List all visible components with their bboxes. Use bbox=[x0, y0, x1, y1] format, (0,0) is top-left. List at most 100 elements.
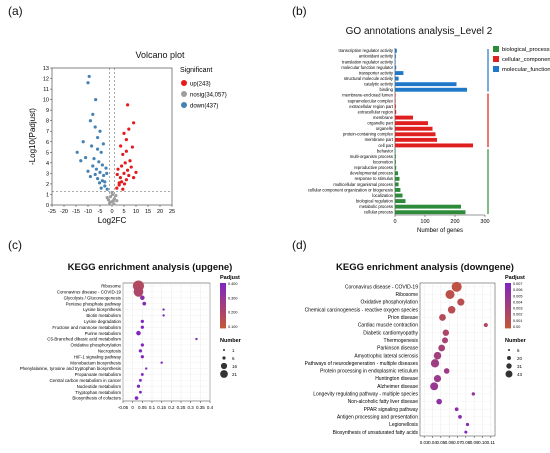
go-bar-label: extracellular region bbox=[358, 109, 394, 114]
go-x-tick-label: 0 bbox=[393, 219, 396, 225]
volcano-point bbox=[123, 161, 127, 165]
kegg-up-colorbar-seg bbox=[220, 305, 226, 309]
go-bar bbox=[395, 104, 396, 109]
y-tick-label: 5 bbox=[46, 150, 49, 156]
go-bar bbox=[395, 93, 396, 98]
kegg-up-colorbar-seg bbox=[220, 307, 226, 311]
kegg-down-term-label: Prion disease bbox=[388, 315, 419, 321]
y-tick-label: 13 bbox=[43, 66, 49, 72]
kegg-up-size-dot bbox=[220, 370, 228, 378]
volcano-point bbox=[105, 196, 109, 200]
kegg-up-plot-frame bbox=[122, 282, 211, 402]
kegg-down-size-label: 43 bbox=[517, 372, 523, 377]
y-tick-label: 6 bbox=[46, 140, 49, 146]
kegg-down-colorbar-tick: 0.005 bbox=[513, 294, 523, 298]
volcano-point bbox=[122, 182, 127, 186]
go-bar-label: cellular process bbox=[364, 210, 393, 215]
go-bar-label: locomotion bbox=[373, 160, 394, 165]
kegg-down-dot bbox=[447, 306, 456, 314]
go-bar-label: antioxidant activity bbox=[359, 54, 394, 59]
y-tick-label: 11 bbox=[43, 87, 49, 93]
volcano-point bbox=[81, 140, 85, 144]
kegg-up-dot bbox=[195, 337, 198, 341]
kegg-up-term-label: Monobactam biosynthesis bbox=[70, 360, 122, 365]
kegg-down-size-label: 20 bbox=[517, 356, 523, 361]
go-bar-label: translation regulator activity bbox=[342, 59, 394, 64]
kegg-down-term-label: Huntington disease bbox=[375, 376, 418, 382]
volcano-point bbox=[121, 187, 125, 191]
kegg-down-colorbar-seg bbox=[505, 285, 511, 288]
volcano-point bbox=[98, 129, 102, 133]
y-axis-label: -Log10(Padjust) bbox=[28, 108, 37, 165]
kegg-up-colorbar-seg bbox=[220, 289, 226, 293]
kegg-down-x-tick-label: 0.06 bbox=[445, 440, 454, 445]
kegg-down-size-dot bbox=[506, 363, 512, 369]
volcano-point bbox=[126, 103, 130, 107]
x-tick-label: -5 bbox=[98, 209, 103, 215]
kegg-down-colorbar-tick: 0.00 bbox=[513, 325, 520, 329]
legend-label: down(437) bbox=[190, 104, 218, 110]
x-tick-label: -20 bbox=[60, 209, 68, 215]
x-tick-label: 10 bbox=[133, 209, 139, 215]
go-legend-label: molecular_function bbox=[502, 67, 550, 73]
kegg-up-colorbar-tick: 0.400 bbox=[228, 282, 238, 286]
kegg-up-term-label: Purine metabolism bbox=[85, 331, 122, 336]
kegg-down-colorbar-seg bbox=[505, 310, 511, 313]
kegg-down-dot bbox=[430, 359, 440, 368]
volcano-point bbox=[126, 168, 130, 172]
kegg-up-colorbar-seg bbox=[220, 294, 226, 297]
volcano-point bbox=[97, 160, 101, 164]
volcano-point bbox=[75, 150, 79, 154]
kegg-up-dot bbox=[140, 373, 144, 376]
go-bar bbox=[395, 204, 461, 209]
go-bar-label: cell part bbox=[378, 143, 393, 148]
kegg-down-colorbar-seg bbox=[505, 312, 511, 315]
volcano-point bbox=[96, 135, 100, 140]
go-bar-label: protein-containing complex bbox=[343, 132, 394, 137]
go-bar bbox=[395, 132, 436, 137]
kegg-down-dot bbox=[451, 281, 462, 292]
kegg-up-dot bbox=[162, 314, 165, 317]
volcano-point bbox=[101, 142, 105, 146]
kegg-down-dot bbox=[471, 392, 476, 396]
go-bar-label: structural molecule activity bbox=[344, 76, 394, 81]
go-bar-label: transcription regulator activity bbox=[339, 48, 394, 53]
kegg-up-dot bbox=[145, 367, 148, 370]
kegg-down-colorbar-seg bbox=[505, 303, 511, 306]
kegg-down-colorbar-tick: 0.006 bbox=[513, 288, 523, 292]
legend-dot bbox=[181, 91, 187, 97]
go-bar bbox=[395, 188, 401, 192]
kegg-down-term-label: Cardiac muscle contraction bbox=[358, 323, 419, 329]
kegg-down-colorbar-seg bbox=[505, 305, 511, 309]
volcano-point bbox=[97, 181, 102, 185]
y-tick-label: 4 bbox=[46, 161, 49, 167]
kegg-up-size-label: 1 bbox=[232, 348, 235, 353]
kegg-up-term-label: Phenylalanine, tyrosine and tryptophan b… bbox=[20, 366, 122, 371]
kegg-down-colorbar-tick: 0.001 bbox=[513, 319, 523, 323]
legend-label: nosig(34,057) bbox=[190, 93, 227, 99]
kegg-up-colorbar-seg bbox=[220, 312, 226, 315]
go-bar bbox=[395, 54, 396, 59]
kegg-up-colorbar-seg bbox=[220, 287, 226, 291]
go-bar-label: organelle bbox=[376, 126, 394, 131]
kegg-up-x-tick-label: 0.2 bbox=[168, 405, 175, 410]
kegg-up-dot bbox=[140, 325, 144, 329]
volcano-point bbox=[122, 131, 126, 135]
go-bar-label: catalytic activity bbox=[364, 82, 394, 87]
kegg-down-colorbar-seg bbox=[505, 283, 511, 286]
volcano-point bbox=[91, 164, 95, 168]
go-legend-swatch bbox=[493, 56, 499, 62]
kegg-down-dot bbox=[433, 375, 442, 383]
kegg-down-colorbar-seg bbox=[505, 289, 511, 293]
go-legend-label: biological_process bbox=[502, 47, 550, 53]
y-tick-label: 10 bbox=[43, 98, 49, 104]
x-tick-label: -25 bbox=[48, 209, 56, 215]
kegg-down-term-label: Legionellosis bbox=[389, 422, 418, 428]
volcano-point bbox=[132, 121, 136, 125]
kegg-up-term-label: Nucleotide metabolism bbox=[77, 384, 122, 389]
kegg-up-dot bbox=[136, 384, 141, 388]
volcano-point bbox=[93, 125, 97, 129]
kegg-up-term-label: Central carbon metabolism in cancer bbox=[49, 378, 121, 383]
kegg-up-term-label: C5-Branched dibasic acid metabolism bbox=[47, 337, 121, 342]
kegg-up-colorbar-seg bbox=[220, 319, 226, 322]
